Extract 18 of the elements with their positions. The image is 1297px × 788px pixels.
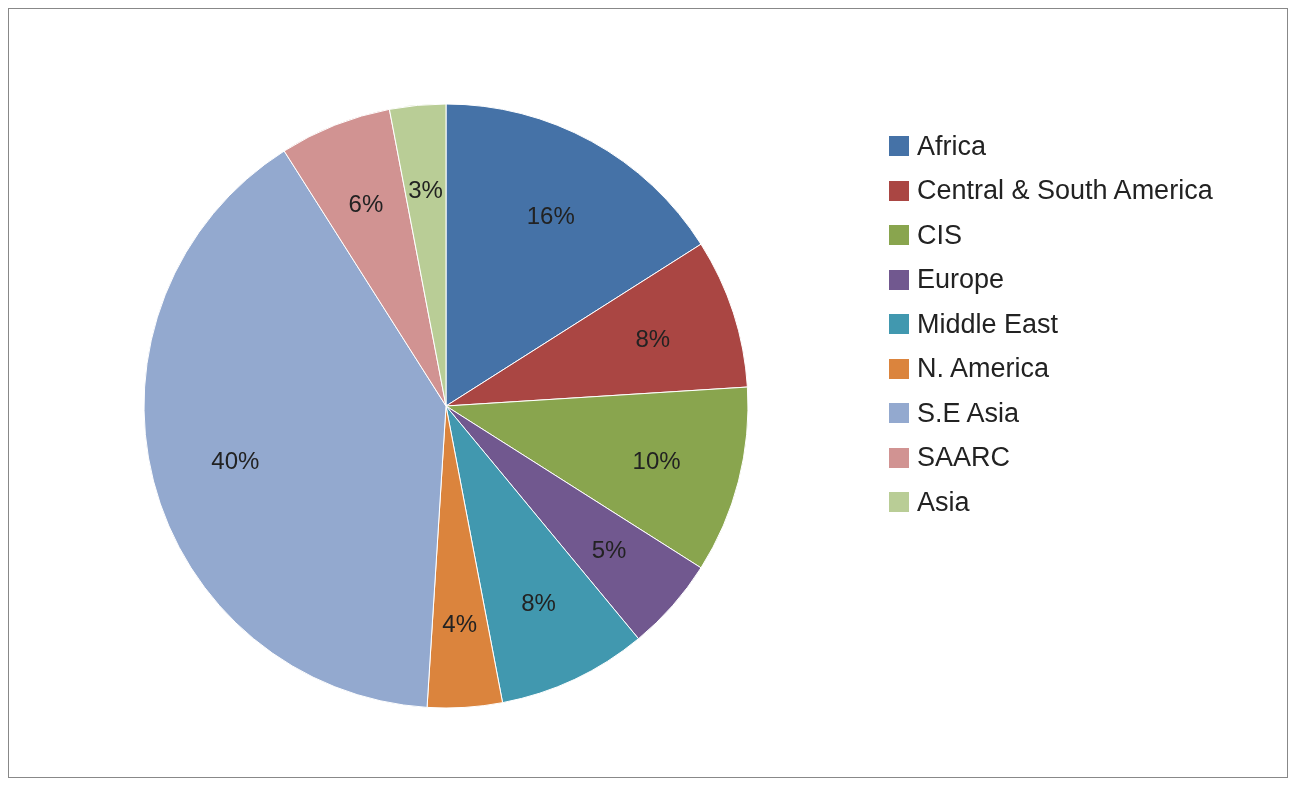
legend-label: Europe — [917, 264, 1005, 296]
legend-label: CIS — [917, 219, 963, 251]
data-label: 16% — [526, 201, 575, 229]
legend-label: N. America — [917, 353, 1050, 385]
legend-label: SAARC — [917, 442, 1011, 474]
legend-label: Central & South America — [917, 175, 1213, 207]
data-label: 8% — [635, 325, 671, 353]
data-label: 8% — [521, 589, 556, 617]
data-label: 6% — [348, 190, 384, 218]
data-label: 3% — [408, 176, 443, 204]
data-label: 4% — [442, 609, 477, 637]
legend-label: Africa — [917, 130, 987, 162]
legend-label: Asia — [917, 486, 970, 518]
legend-label: Middle East — [917, 308, 1059, 340]
data-label: 40% — [211, 446, 260, 474]
legend-label: S.E Asia — [917, 397, 1020, 429]
data-label: 10% — [632, 446, 681, 474]
data-label: 5% — [591, 536, 627, 564]
